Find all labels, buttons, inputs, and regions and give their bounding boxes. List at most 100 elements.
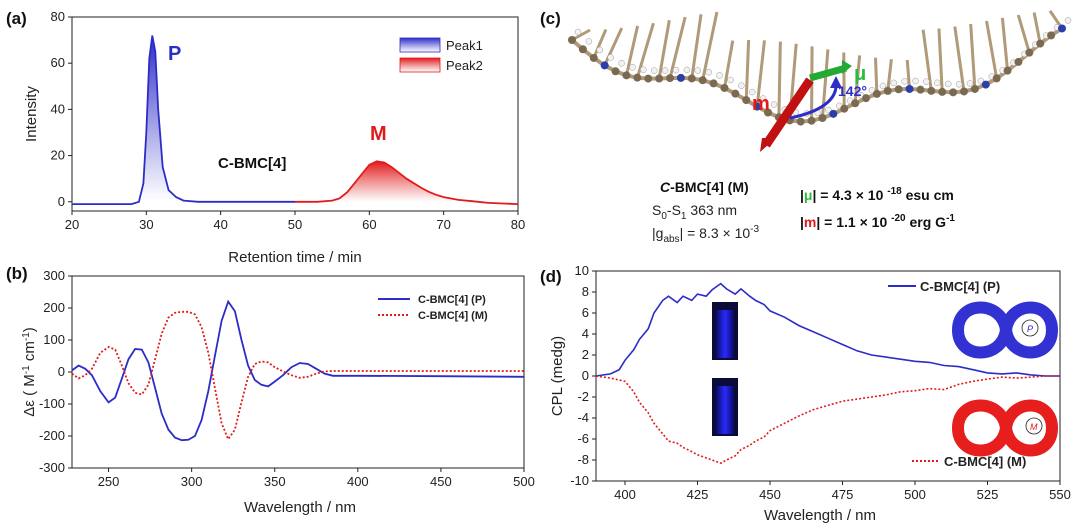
m-vector-label: m	[752, 93, 770, 115]
angle-label: 142°	[838, 83, 867, 99]
y-tick-label: 20	[51, 148, 65, 163]
hydrogen-atom	[738, 82, 745, 89]
hydrogen-atom	[912, 77, 919, 85]
x-tick-label: 70	[436, 217, 450, 232]
ecd-series-p-line	[71, 299, 525, 442]
hydrogen-atom	[650, 67, 658, 74]
x-tick-label: 30	[139, 217, 153, 232]
m-value-text: |m| = 1.1 × 10 -20 erg G-1	[800, 213, 955, 230]
atom	[611, 67, 620, 76]
x-tick-label: 60	[362, 217, 376, 232]
cpl-series-p-line	[595, 282, 1060, 377]
bond	[624, 25, 640, 76]
hydrogen-atom	[618, 60, 625, 67]
atom	[927, 86, 936, 95]
hydrogen-atom	[966, 80, 974, 87]
atom	[568, 36, 576, 44]
hydrogen-atom	[955, 81, 963, 88]
atom	[720, 83, 729, 92]
x-tick-label: 400	[614, 487, 636, 502]
y-tick-label: -10	[570, 473, 589, 488]
infinity-m-letter: M	[1030, 422, 1038, 432]
hydrogen-atom	[596, 46, 604, 54]
atom	[829, 109, 838, 118]
atom	[883, 86, 892, 95]
panel-b-ylabel: Δε ( M-1 cm-1)	[21, 327, 38, 417]
panel-d-ylabel: CPL (medg)	[549, 336, 566, 416]
hydrogen-atom	[574, 28, 582, 36]
legend-peak2-label: Peak2	[446, 58, 483, 73]
y-tick-label: 0	[582, 368, 589, 383]
legend-b-p-label: C-BMC[4] (P)	[418, 294, 486, 306]
hydrogen-atom	[770, 101, 778, 108]
atom	[666, 74, 674, 83]
panel-a-letter: (a)	[6, 9, 27, 28]
y-tick-label: 300	[43, 268, 65, 283]
atom	[1047, 31, 1056, 40]
hydrogen-atom	[661, 67, 669, 74]
y-tick-label: 60	[51, 55, 65, 70]
atom	[731, 89, 740, 98]
atom	[1014, 57, 1023, 66]
infinity-p-icon	[951, 301, 1059, 359]
x-tick-label: 250	[98, 474, 120, 489]
atom	[862, 94, 870, 103]
atom	[807, 116, 816, 125]
bond	[953, 26, 966, 92]
bond	[592, 28, 608, 59]
panel-b-letter: (b)	[6, 264, 28, 283]
legend-peak2-swatch	[399, 57, 441, 73]
y-tick-label: -8	[577, 452, 589, 467]
atom	[655, 74, 664, 83]
hydrogen-atom	[977, 77, 985, 85]
atom	[1036, 39, 1045, 48]
atom	[698, 76, 707, 85]
x-tick-label: 80	[511, 217, 525, 232]
panel-b-chart: 250 300 350 400 450 500 -300 -200 -100 0 100 200 30…	[21, 268, 535, 516]
x-tick-label: 400	[347, 474, 369, 489]
transition-text: S0-S1 363 nm	[652, 202, 737, 222]
y-tick-label: -6	[577, 431, 589, 446]
atom	[992, 74, 1001, 83]
bond	[886, 59, 893, 92]
bond	[937, 28, 944, 92]
panel-b-xlabel: Wavelength / nm	[244, 499, 356, 516]
panel-d-chart: 400 425 450 475 500 525 550 -10 -8 -6 -4 -2 0 2 4 6 8 10…	[549, 263, 1071, 524]
atom	[840, 104, 849, 113]
atom	[764, 108, 772, 117]
magnetic-dipole-arrow	[762, 77, 814, 148]
bond	[1000, 17, 1010, 71]
y-tick-label: -100	[39, 396, 65, 411]
x-tick-label: 475	[832, 487, 854, 502]
vial-m-fluorescence	[716, 386, 734, 434]
x-tick-label: 40	[213, 217, 227, 232]
hydrogen-atom	[705, 68, 712, 76]
bond	[985, 20, 999, 79]
y-tick-label: 0	[58, 364, 65, 379]
atom	[796, 117, 805, 126]
atom	[1058, 24, 1066, 33]
hydrogen-atom	[672, 66, 680, 74]
y-tick-label: 2	[582, 347, 589, 362]
peak2-line	[295, 160, 519, 205]
bond	[1032, 12, 1042, 44]
y-tick-label: -300	[39, 460, 65, 475]
panel-d-letter: (d)	[540, 267, 562, 286]
bond	[874, 57, 879, 94]
vial-p-fluorescence	[716, 310, 734, 358]
hydrogen-atom	[727, 76, 734, 84]
atom	[753, 102, 762, 111]
hydrogen-atom	[890, 79, 898, 87]
atom	[676, 73, 685, 82]
hydrogen-atom	[901, 78, 908, 85]
peak1-line	[72, 35, 295, 205]
x-tick-label: 450	[430, 474, 452, 489]
bond	[755, 40, 766, 107]
panel-d-xlabel: Wavelength / nm	[764, 507, 876, 524]
bond	[969, 23, 977, 90]
x-tick-label: 50	[288, 217, 302, 232]
atom	[970, 84, 979, 93]
bond	[603, 27, 624, 67]
infinity-p-letter: P	[1027, 324, 1033, 334]
atom	[949, 88, 958, 97]
